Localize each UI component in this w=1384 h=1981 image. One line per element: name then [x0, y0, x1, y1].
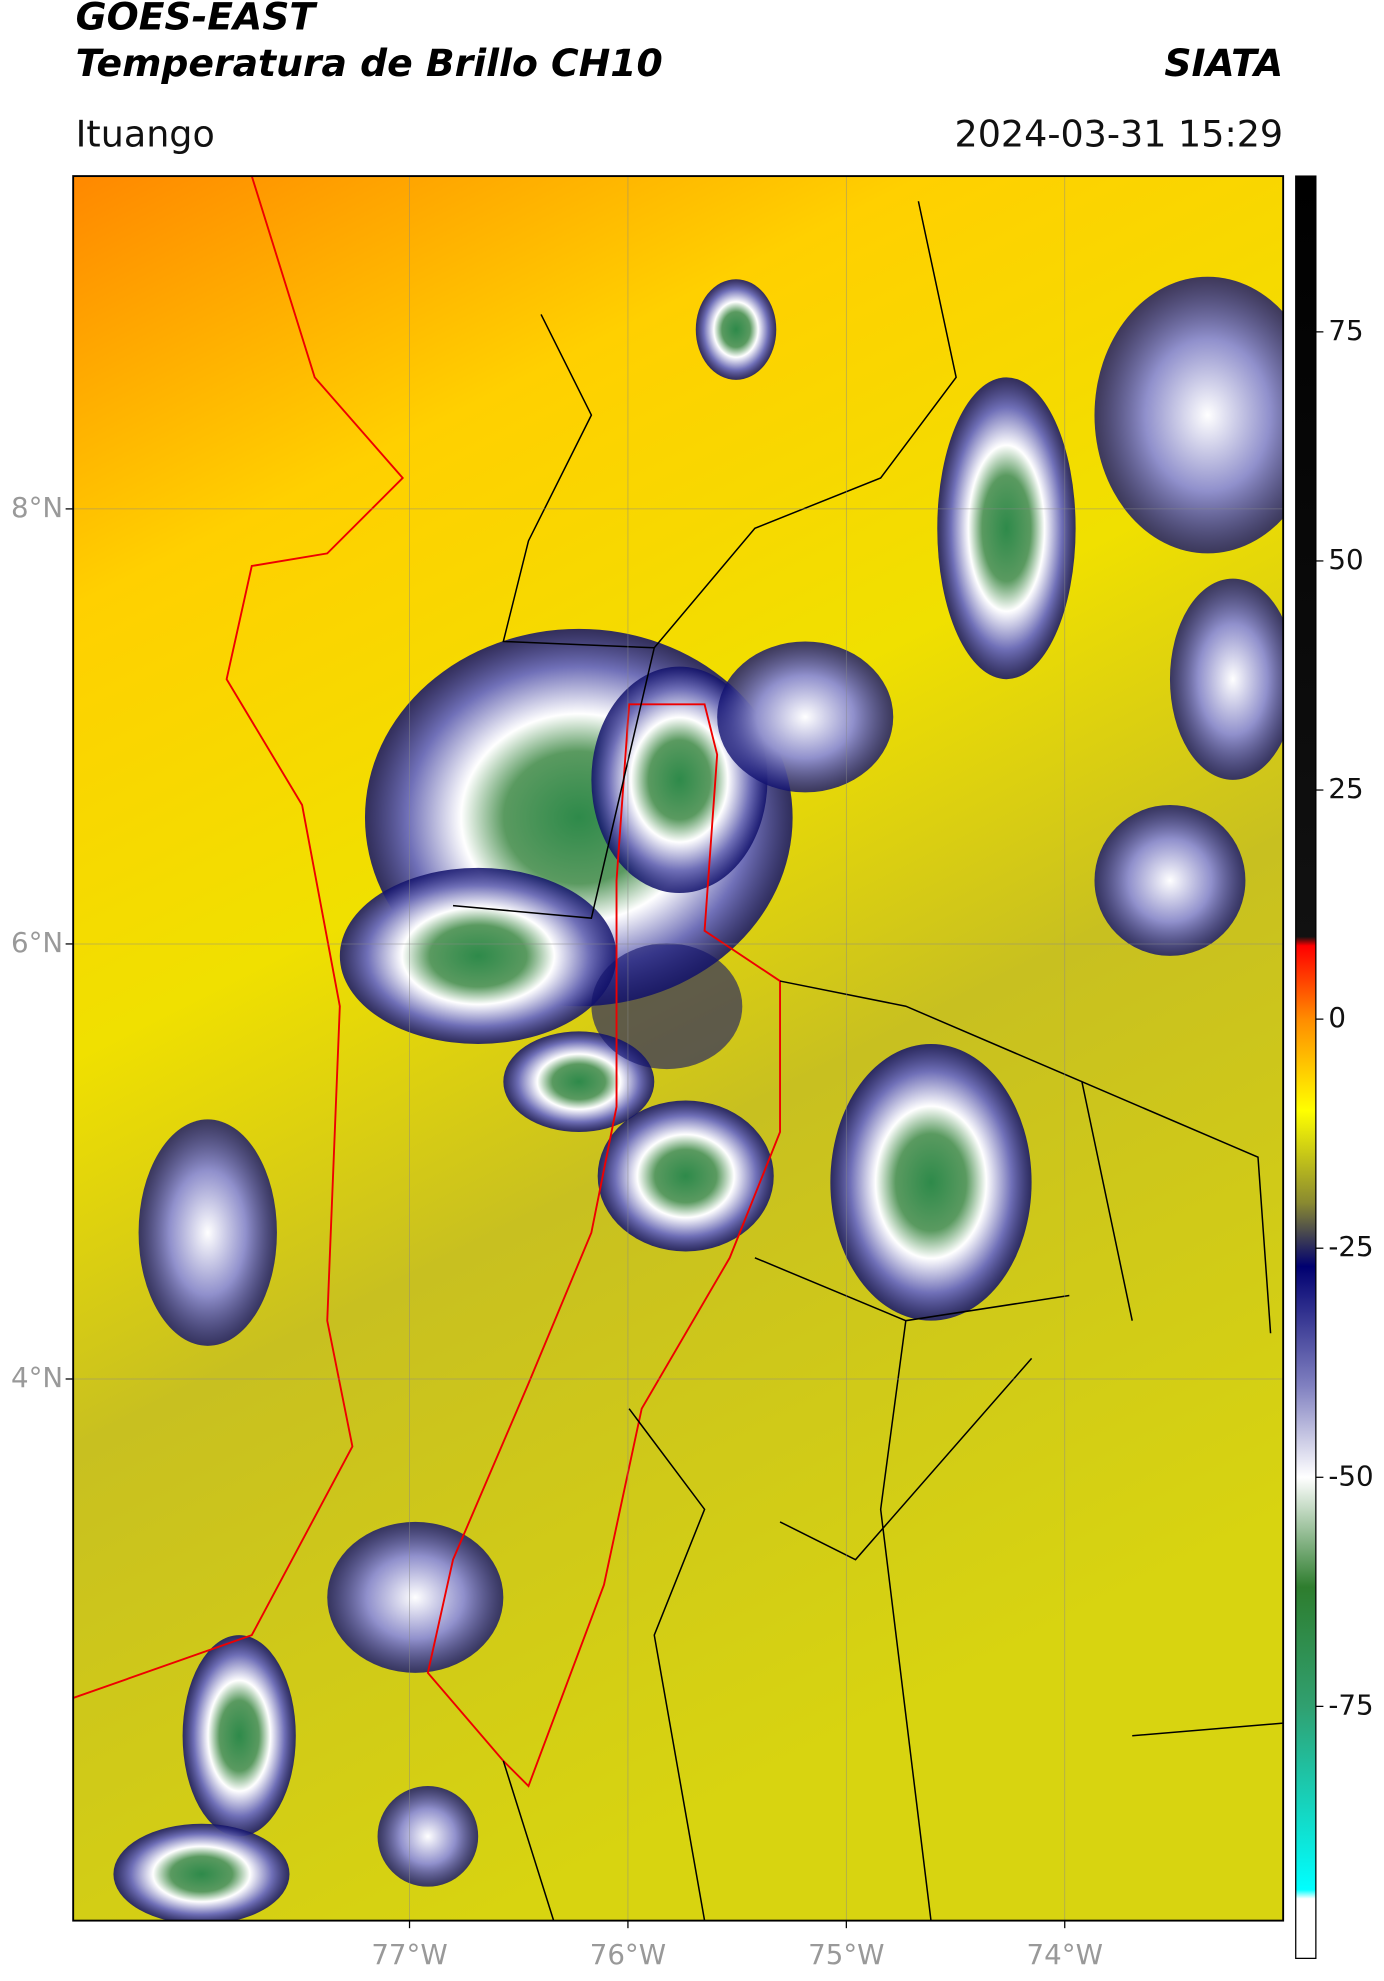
colorbar-tick-label: 0 [1328, 1001, 1346, 1034]
colorbar-tick-label: 25 [1328, 772, 1363, 805]
location: Ituango [76, 112, 215, 155]
colorbar [1295, 175, 1317, 1959]
y-tick-label: 6°N [11, 926, 63, 959]
x-tick-label: 76°W [590, 1938, 666, 1971]
x-tick-label: 74°W [1027, 1938, 1103, 1971]
x-tick-label: 77°W [371, 1938, 447, 1971]
y-tick-label: 4°N [11, 1361, 63, 1394]
subtitle: Temperatura de Brillo CH10 [76, 41, 663, 85]
datetime: 2024-03-31 15:29 [955, 112, 1284, 155]
map-frame [72, 175, 1285, 1922]
colorbar-tick-label: -25 [1328, 1230, 1373, 1263]
brand: SIATA [1164, 41, 1283, 85]
map-image [73, 176, 1284, 1921]
y-tick-label: 8°N [11, 491, 63, 524]
x-tick-label: 75°W [808, 1938, 884, 1971]
colorbar-tick-label: -50 [1328, 1459, 1373, 1492]
title: GOES-EAST [76, 0, 319, 38]
colorbar-tick-label: 75 [1328, 314, 1363, 347]
colorbar-tick-label: -75 [1328, 1688, 1373, 1721]
colorbar-tick-label: 50 [1328, 543, 1363, 576]
